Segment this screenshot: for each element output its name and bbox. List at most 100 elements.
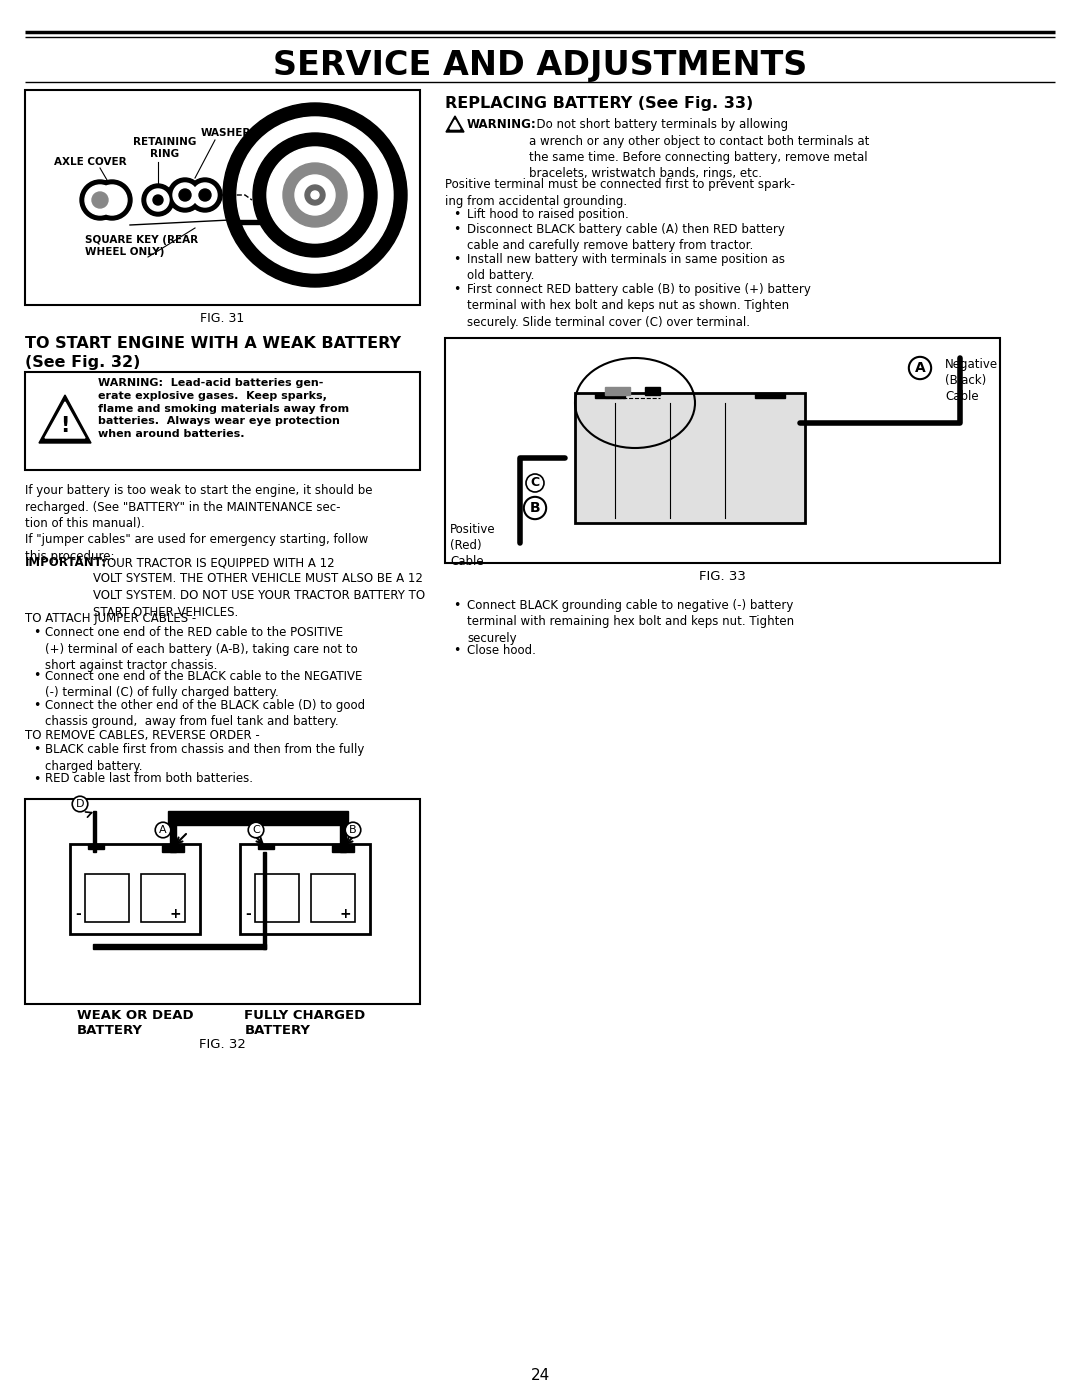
Text: 24: 24 <box>530 1368 550 1383</box>
Text: FIG. 32: FIG. 32 <box>199 1038 246 1051</box>
Text: •: • <box>453 253 460 265</box>
Bar <box>25 799 420 1004</box>
Bar <box>595 393 625 398</box>
Circle shape <box>80 180 120 219</box>
Circle shape <box>193 183 217 207</box>
Polygon shape <box>45 402 85 439</box>
Circle shape <box>199 189 211 201</box>
Text: WASHERS: WASHERS <box>201 129 259 138</box>
Bar <box>240 844 370 935</box>
Text: •: • <box>453 208 460 221</box>
Circle shape <box>267 147 363 243</box>
Text: C: C <box>530 476 540 489</box>
Text: Positive terminal must be connected first to prevent spark-
ing from accidental : Positive terminal must be connected firs… <box>445 177 795 208</box>
Text: !: ! <box>60 416 70 436</box>
Text: If your battery is too weak to start the engine, it should be
recharged. (See "B: If your battery is too weak to start the… <box>25 483 373 563</box>
Bar <box>645 387 660 395</box>
Polygon shape <box>450 120 460 129</box>
Circle shape <box>92 180 132 219</box>
Circle shape <box>283 163 347 226</box>
Text: •: • <box>453 224 460 236</box>
Text: B: B <box>529 502 540 515</box>
Bar <box>93 812 96 852</box>
Circle shape <box>147 189 168 211</box>
Bar <box>255 875 299 922</box>
Bar <box>575 393 805 522</box>
Text: •: • <box>33 669 40 683</box>
Text: A: A <box>159 826 166 835</box>
Text: YOUR TRACTOR IS EQUIPPED WITH A 12
VOLT SYSTEM. THE OTHER VEHICLE MUST ALSO BE A: YOUR TRACTOR IS EQUIPPED WITH A 12 VOLT … <box>93 556 426 619</box>
Polygon shape <box>39 395 91 443</box>
Text: Positive
(Red)
Cable: Positive (Red) Cable <box>450 522 496 569</box>
Text: RED cable last from both batteries.: RED cable last from both batteries. <box>45 773 253 785</box>
Text: Close hood.: Close hood. <box>467 644 536 657</box>
Text: FULLY CHARGED
BATTERY: FULLY CHARGED BATTERY <box>244 1009 366 1037</box>
Circle shape <box>168 177 202 212</box>
Bar <box>141 875 185 922</box>
Text: D: D <box>76 799 84 809</box>
Polygon shape <box>446 116 464 131</box>
Text: IMPORTANT:: IMPORTANT: <box>25 556 107 569</box>
Circle shape <box>188 177 222 212</box>
Bar <box>87 844 104 849</box>
Bar <box>264 852 266 949</box>
Circle shape <box>253 133 377 257</box>
Bar <box>605 387 630 395</box>
Text: C: C <box>252 826 260 835</box>
Bar <box>340 826 346 852</box>
Circle shape <box>222 103 407 286</box>
Text: BLACK cable first from chassis and then from the fully
charged battery.: BLACK cable first from chassis and then … <box>45 743 364 773</box>
Bar <box>70 844 200 935</box>
Text: SQUARE KEY (REAR
WHEEL ONLY): SQUARE KEY (REAR WHEEL ONLY) <box>85 235 198 257</box>
Circle shape <box>97 184 127 215</box>
Text: •: • <box>33 743 40 757</box>
Text: +: + <box>170 907 180 921</box>
Circle shape <box>305 184 325 205</box>
Bar <box>258 844 274 849</box>
Text: •: • <box>453 284 460 296</box>
Bar <box>755 393 785 398</box>
Text: Disconnect BLACK battery cable (A) then RED battery
cable and carefully remove b: Disconnect BLACK battery cable (A) then … <box>467 224 785 253</box>
Text: AXLE COVER: AXLE COVER <box>54 156 126 168</box>
Bar <box>445 338 1000 563</box>
Text: Lift hood to raised position.: Lift hood to raised position. <box>467 208 629 221</box>
Text: -: - <box>76 907 81 921</box>
Text: RETAINING
RING: RETAINING RING <box>133 137 197 159</box>
Circle shape <box>92 191 108 208</box>
Text: Connect one end of the BLACK cable to the NEGATIVE
(-) terminal (C) of fully cha: Connect one end of the BLACK cable to th… <box>45 669 363 698</box>
Circle shape <box>141 184 174 217</box>
Bar <box>170 826 176 852</box>
Text: Install new battery with terminals in same position as
old battery.: Install new battery with terminals in sa… <box>467 253 785 282</box>
Text: FIG. 31: FIG. 31 <box>201 312 245 324</box>
Text: •: • <box>33 773 40 785</box>
Text: TO REMOVE CABLES, REVERSE ORDER -: TO REMOVE CABLES, REVERSE ORDER - <box>25 729 260 742</box>
Bar <box>25 372 420 469</box>
Text: Connect BLACK grounding cable to negative (-) battery
terminal with remaining he: Connect BLACK grounding cable to negativ… <box>467 599 794 645</box>
Text: Do not short battery terminals by allowing
a wrench or any other object to conta: Do not short battery terminals by allowi… <box>529 117 869 180</box>
Text: B: B <box>349 826 356 835</box>
Text: •: • <box>453 599 460 612</box>
Text: (See Fig. 32): (See Fig. 32) <box>25 355 140 370</box>
Text: A: A <box>915 360 926 374</box>
Bar <box>93 944 266 949</box>
Text: First connect RED battery cable (B) to positive (+) battery
terminal with hex bo: First connect RED battery cable (B) to p… <box>467 284 811 330</box>
Bar <box>25 89 420 305</box>
Circle shape <box>311 191 319 198</box>
Bar <box>168 812 348 826</box>
Text: TO START ENGINE WITH A WEAK BATTERY: TO START ENGINE WITH A WEAK BATTERY <box>25 337 401 351</box>
Text: •: • <box>33 626 40 638</box>
Text: TO ATTACH JUMPER CABLES -: TO ATTACH JUMPER CABLES - <box>25 612 197 624</box>
Circle shape <box>179 189 191 201</box>
Text: REPLACING BATTERY (See Fig. 33): REPLACING BATTERY (See Fig. 33) <box>445 96 753 110</box>
Bar <box>332 844 354 852</box>
Bar <box>85 875 129 922</box>
Text: -: - <box>245 907 251 921</box>
Text: +: + <box>339 907 351 921</box>
Text: FIG. 33: FIG. 33 <box>699 570 746 584</box>
Text: •: • <box>33 698 40 711</box>
Circle shape <box>237 117 393 272</box>
Text: Negative
(Black)
Cable: Negative (Black) Cable <box>945 358 998 402</box>
Text: WEAK OR DEAD
BATTERY: WEAK OR DEAD BATTERY <box>77 1009 193 1037</box>
Text: •: • <box>453 644 460 657</box>
Circle shape <box>153 196 163 205</box>
